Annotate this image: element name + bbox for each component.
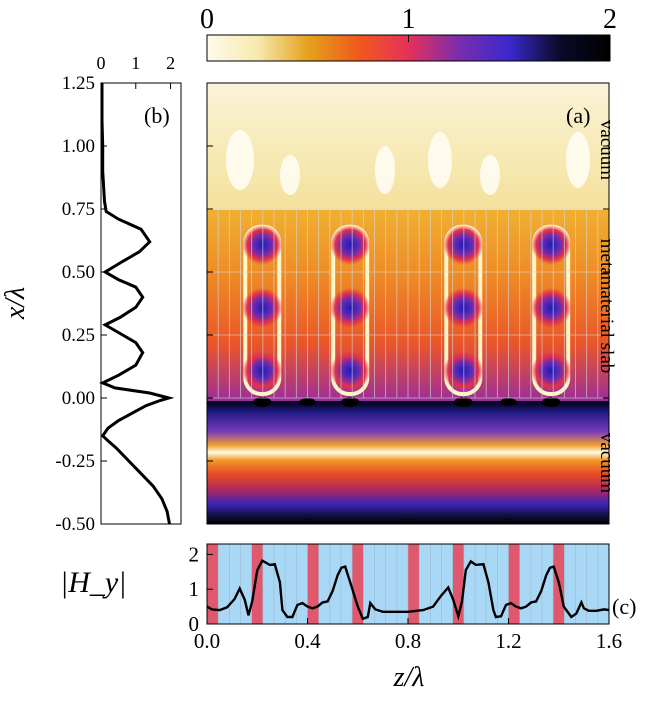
y-tick-label: -0.25 — [55, 451, 95, 472]
hotspot — [242, 350, 283, 391]
hotspot — [330, 287, 371, 328]
panel-c-cell — [341, 544, 353, 624]
panel-c-cell — [218, 544, 230, 624]
interface-dark-spot — [454, 397, 473, 407]
region-label-vacuum-bottom: vacuum — [596, 433, 617, 493]
vacuum-bottom-field — [207, 401, 609, 524]
panel-c-cell — [318, 544, 331, 624]
panel-c-cell — [419, 544, 431, 624]
region-label-vacuum-top: vacuum — [596, 120, 617, 180]
panel-c-cell — [586, 544, 599, 624]
y-tick-label: 0.50 — [62, 262, 95, 283]
colorbar: 0 1 2 — [200, 4, 617, 62]
panel-c-cell — [408, 544, 420, 624]
panel-c-cell — [597, 544, 610, 624]
panel-c-axes: 0 1 2 0.0 0.4 0.8 1.2 1.6 — [189, 542, 623, 653]
panel-c-ylabel: |H_y| — [60, 566, 126, 599]
panel-c-cell — [385, 544, 398, 624]
panel-c-ytick-label: 2 — [189, 542, 200, 566]
hotspot — [443, 350, 484, 391]
panel-c-ytick-label: 0 — [189, 612, 200, 636]
x-tick-label: 0.0 — [194, 629, 220, 653]
interface-dark-spot — [341, 397, 360, 407]
interface-dark-spot — [299, 398, 316, 406]
colorbar-tick-label: 2 — [603, 4, 617, 35]
x-tick-label: 0.4 — [294, 629, 321, 653]
panel-c-cell — [207, 544, 219, 624]
panel-c-curve — [206, 559, 610, 621]
hotspot — [242, 287, 283, 328]
panel-b-frame — [100, 82, 182, 525]
colorbar-ticks: 0 1 2 — [200, 4, 617, 42]
panel-c-cell — [352, 544, 364, 624]
panel-c-cell — [530, 544, 543, 624]
y-tick-label: 0.00 — [62, 388, 95, 409]
panel-c-cell — [452, 544, 465, 624]
y-tick-label: 0.75 — [62, 199, 95, 220]
panel-c-cell — [285, 544, 297, 624]
panel-c-cell — [296, 544, 308, 624]
panel-c-ytick-label: 1 — [189, 577, 200, 601]
hotspot — [443, 224, 484, 265]
slab-grid — [207, 208, 609, 399]
vacuum-top-fringes — [226, 130, 590, 195]
hotspot — [443, 287, 484, 328]
panel-c-cell — [396, 544, 409, 624]
panel-b-curve — [99, 83, 175, 525]
interface-dark-spot — [542, 397, 561, 407]
panel-c-cell — [564, 544, 576, 624]
panel-c-label: (c) — [612, 594, 636, 619]
panel-c-cell — [486, 544, 498, 624]
panel-c-cell — [575, 544, 588, 624]
interface-dark-spot — [253, 397, 272, 407]
y-tick-label: 1.00 — [62, 136, 95, 157]
panel-c-cell — [229, 544, 241, 624]
y-tick-label: 0.25 — [62, 325, 95, 346]
hotspot — [531, 350, 572, 391]
x-axis-label: z/λ — [393, 662, 425, 693]
vacuum-top-field — [207, 83, 609, 211]
panel-b-xtick-label: 1 — [131, 53, 140, 73]
panel-c-cell — [463, 544, 476, 624]
panel-c-cell — [508, 544, 521, 624]
hotspot — [531, 287, 572, 328]
x-tick-label: 1.6 — [596, 629, 622, 653]
panel-c-cell — [519, 544, 532, 624]
panel-c-cell — [240, 544, 253, 624]
panel-a-axes — [206, 82, 610, 525]
panel-c-cell — [363, 544, 375, 624]
panel-c-cell — [430, 544, 442, 624]
hotspot — [242, 224, 283, 265]
hotspot — [330, 350, 371, 391]
panel-c-cell — [497, 544, 509, 624]
y-tick-label: 1.25 — [62, 73, 95, 94]
hotspot — [531, 224, 572, 265]
y-tick-label: -0.50 — [55, 514, 95, 535]
colorbar-tick-label: 0 — [200, 4, 214, 35]
panel-b-xtick-label: 0 — [97, 53, 106, 73]
panel-c-cell — [542, 544, 554, 624]
region-label-slab: metamaterial slab — [596, 239, 617, 374]
x-tick-label: 0.8 — [395, 629, 421, 653]
hotspot — [330, 224, 371, 265]
panel-b-label: (b) — [144, 103, 170, 128]
interface-dark-spot — [500, 398, 517, 406]
panel-c-cell — [374, 544, 387, 624]
panel-b-axes: -0.50 -0.25 0.00 0.25 0.50 0.75 1.00 1.250 1 2 — [55, 53, 175, 535]
y-axis-label: x/λ — [0, 287, 31, 320]
panel-b-xtick-label: 2 — [166, 53, 175, 73]
colorbar-tick-label: 1 — [402, 4, 416, 35]
panel-c-cell — [441, 544, 454, 624]
heatmap-panel-a — [207, 83, 609, 524]
x-tick-label: 1.2 — [495, 629, 521, 653]
panel-c-cell — [251, 544, 264, 624]
panel-a-label: (a) — [566, 103, 590, 128]
hotspot-rings — [242, 224, 572, 407]
panel-c-cell — [262, 544, 275, 624]
panel-c-cell — [307, 544, 320, 624]
panel-c-cell — [475, 544, 487, 624]
